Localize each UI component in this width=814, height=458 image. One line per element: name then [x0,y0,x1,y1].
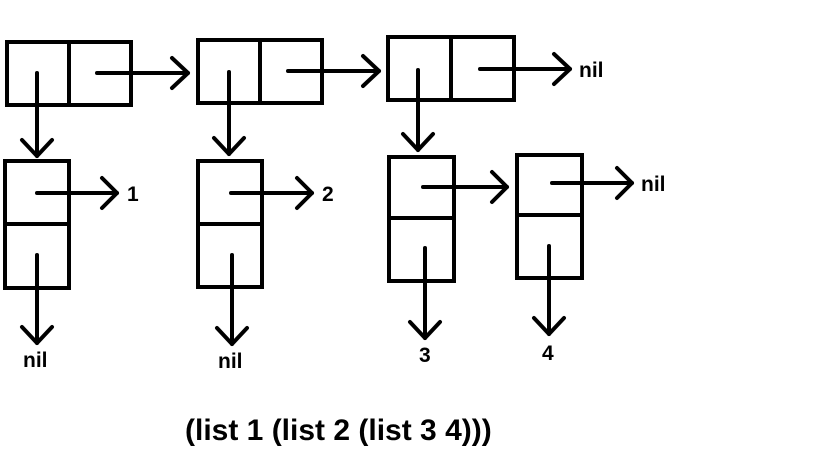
label-atom-4: 4 [542,342,554,365]
arrow-to-atom-1 [35,176,119,210]
label-nil-row2-end: nil [641,173,666,196]
arrow-down-from-top-3 [401,68,435,152]
label-nil-under-cell2: nil [218,350,243,373]
arrow-down-cell3-to-atom3 [408,246,442,340]
arrow-cell4-to-nil [550,166,634,200]
arrow-cell3-to-cell4 [421,170,509,204]
label-nil-top-end: nil [579,59,604,82]
label-atom-2: 2 [322,183,334,206]
arrow-down-cell2-to-nil [215,253,249,346]
arrow-top-1-to-2 [95,56,190,90]
label-atom-1: 1 [127,183,139,206]
arrow-top-3-to-nil [478,52,572,86]
arrow-top-2-to-3 [286,54,381,88]
arrow-to-atom-2 [229,176,314,210]
arrow-down-from-top-2 [212,70,246,156]
arrow-down-from-top-1 [20,71,54,158]
label-nil-under-cell1: nil [23,349,48,372]
arrow-down-cell4-to-atom4 [532,244,566,336]
label-atom-3: 3 [419,344,431,367]
arrow-down-cell1-to-nil [20,253,54,345]
diagram-caption: (list 1 (list 2 (list 3 4))) [185,414,492,447]
vertical-cons-cell-3 [387,155,456,283]
